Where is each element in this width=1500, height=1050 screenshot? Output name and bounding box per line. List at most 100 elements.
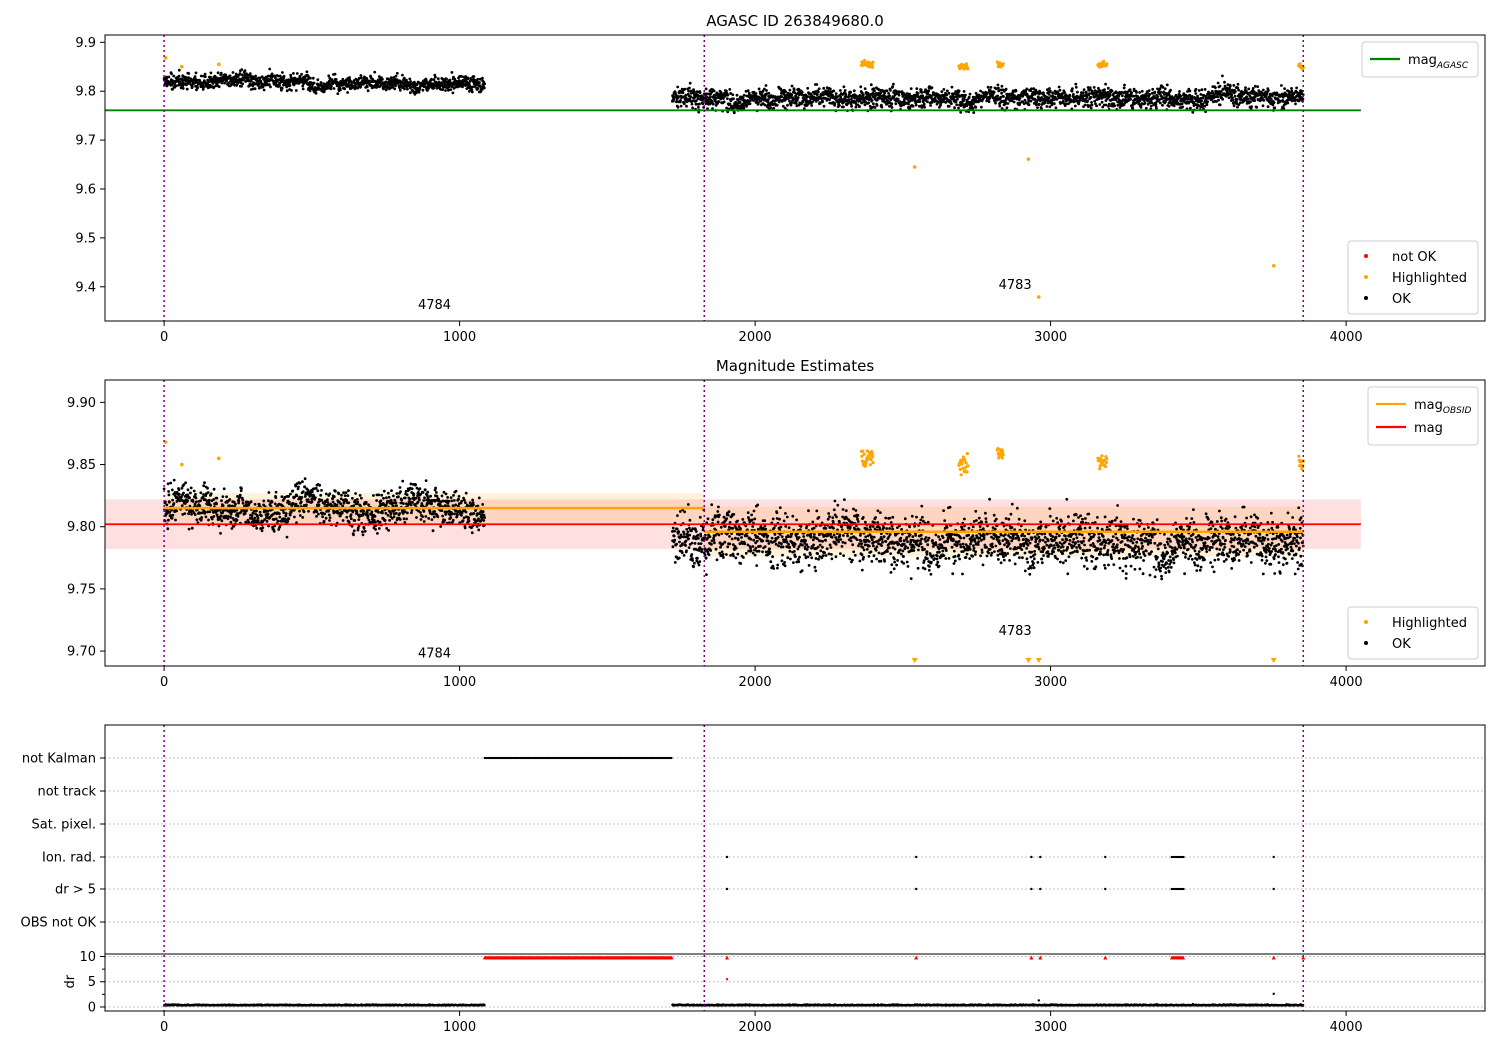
ok-point xyxy=(822,104,826,108)
ok-point xyxy=(249,79,253,83)
ok-point xyxy=(863,87,867,90)
ok-point xyxy=(765,89,768,92)
ok-point xyxy=(1159,101,1162,105)
ok-point xyxy=(909,87,913,90)
ok-point xyxy=(692,90,696,93)
highlighted-point xyxy=(216,62,221,67)
ok-point xyxy=(786,103,789,107)
y-tick-label: 9.8 xyxy=(75,85,96,100)
ok-point xyxy=(1129,97,1132,101)
ok-point xyxy=(826,89,830,93)
ok-point xyxy=(898,90,902,94)
ok-point xyxy=(434,75,437,79)
ok-point xyxy=(697,105,700,109)
ok-point xyxy=(891,85,894,89)
ok-point xyxy=(1221,97,1224,101)
ok-point xyxy=(673,538,677,542)
ok-point xyxy=(971,106,975,110)
ok-point xyxy=(394,74,398,78)
ok-point xyxy=(754,92,758,95)
highlighted-point xyxy=(964,62,969,66)
ok-point xyxy=(1203,88,1207,91)
ok-point xyxy=(477,528,481,532)
ok-point xyxy=(258,76,262,80)
ok-point xyxy=(166,527,170,531)
ok-point xyxy=(346,91,349,94)
ok-point xyxy=(330,78,334,82)
ok-point xyxy=(262,88,266,92)
ok-point xyxy=(162,487,166,491)
ok-point xyxy=(263,518,266,521)
ok-point xyxy=(1281,100,1285,103)
ok-point xyxy=(212,487,216,491)
ok-point xyxy=(480,88,484,91)
ok-point xyxy=(301,490,305,494)
ok-point xyxy=(1048,89,1052,93)
ok-point xyxy=(203,481,206,485)
ok-point xyxy=(389,512,393,516)
ok-point xyxy=(327,513,331,517)
ok-point xyxy=(324,516,328,520)
ok-point xyxy=(219,531,222,535)
ok-point xyxy=(202,484,206,488)
ok-point xyxy=(417,90,421,94)
ok-point xyxy=(406,87,409,91)
ok-point xyxy=(1264,95,1268,98)
ok-point xyxy=(1018,97,1022,100)
ok-point xyxy=(1190,97,1194,101)
ok-point xyxy=(386,513,390,517)
ok-point xyxy=(1272,101,1276,104)
ok-point xyxy=(365,77,369,80)
ok-point xyxy=(435,494,439,498)
ok-point xyxy=(1023,98,1027,102)
ok-point xyxy=(918,104,921,108)
ok-point xyxy=(374,528,377,531)
ok-point xyxy=(340,493,343,497)
ok-point xyxy=(200,516,204,519)
ok-point xyxy=(744,89,748,93)
ok-point xyxy=(184,79,188,83)
ok-point xyxy=(673,90,677,94)
ok-point xyxy=(258,510,262,514)
ok-point xyxy=(248,72,252,75)
ok-point xyxy=(230,527,234,530)
ok-point xyxy=(1014,89,1018,93)
ok-point xyxy=(1235,98,1239,101)
ok-point xyxy=(185,87,189,91)
ok-point xyxy=(676,514,679,517)
obs-label: 4784 xyxy=(418,298,451,313)
x-tick-label: 2000 xyxy=(739,330,772,345)
ok-point xyxy=(742,93,746,97)
ok-point xyxy=(295,72,299,75)
ok-point xyxy=(1107,102,1111,106)
ok-point xyxy=(967,95,971,99)
ok-point xyxy=(210,517,214,521)
ok-point xyxy=(408,77,412,81)
ok-point xyxy=(395,492,399,495)
ok-point xyxy=(384,511,388,515)
ok-point xyxy=(947,91,951,95)
ok-point xyxy=(780,92,783,95)
ok-point xyxy=(317,503,321,507)
ok-point xyxy=(167,518,170,522)
ok-point xyxy=(320,489,323,492)
ok-point xyxy=(215,76,218,79)
ok-point xyxy=(373,515,377,518)
ok-point xyxy=(450,512,454,516)
ok-point xyxy=(170,516,174,520)
ok-point xyxy=(209,503,213,507)
ok-point xyxy=(444,89,447,92)
ok-point xyxy=(1057,85,1061,89)
ok-point xyxy=(266,509,270,513)
ok-point xyxy=(946,89,949,93)
ok-point xyxy=(1140,89,1144,93)
ok-point xyxy=(360,496,363,500)
ok-point xyxy=(1205,103,1209,106)
ok-point xyxy=(356,500,360,504)
ok-point xyxy=(1100,100,1104,104)
ok-point xyxy=(883,100,887,104)
ok-point xyxy=(1159,90,1163,94)
ok-point xyxy=(481,503,485,506)
ok-point xyxy=(915,87,919,90)
